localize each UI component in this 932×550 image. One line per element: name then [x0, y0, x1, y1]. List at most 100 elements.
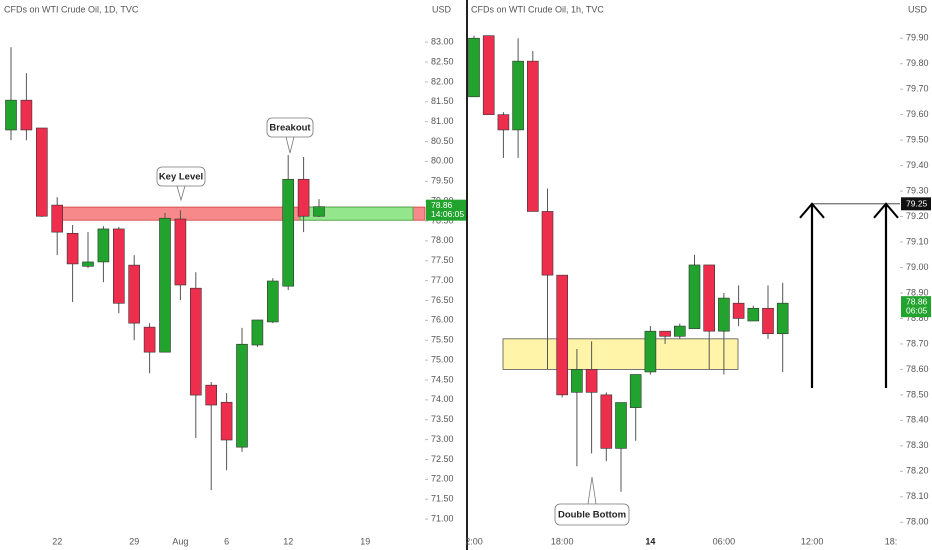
currency-label: USD [908, 4, 928, 14]
y-tick-label: 71.50 [431, 494, 454, 504]
x-tick-label: 2:00 [465, 536, 483, 546]
x-tick-label: 19 [360, 536, 370, 546]
candle-body [66, 233, 79, 265]
candle-body [159, 217, 171, 353]
x-tick-label: 22 [52, 536, 62, 546]
target-tag-label: 79.25 [906, 199, 928, 209]
x-tick-label: 6 [224, 536, 229, 546]
candle-body [5, 99, 17, 131]
candle-body [497, 114, 510, 131]
callout-pointer [587, 476, 597, 505]
candle-body [97, 228, 110, 263]
x-tick-label: 18:00 [551, 536, 574, 546]
candle-body [51, 204, 64, 233]
y-tick-label: 75.00 [431, 354, 454, 364]
y-tick-label: 79.00 [906, 262, 929, 272]
y-tick-label: 78.90 [906, 287, 929, 297]
candle-body [468, 37, 480, 98]
callout-box [156, 166, 206, 187]
y-tick-label: 78.70 [906, 338, 929, 348]
candle-body [541, 211, 554, 276]
y-tick-label: 78.30 [906, 440, 929, 450]
y-tick-label: 81.50 [431, 96, 454, 106]
candle-body [282, 178, 295, 287]
y-tick-label: 78.00 [906, 517, 929, 527]
candle-body [673, 325, 686, 337]
chart-title: CFDs on WTI Crude Oil, 1h, TVC [471, 4, 604, 14]
y-tick-label: 81.00 [431, 116, 454, 126]
y-tick-label: 74.00 [431, 394, 454, 404]
y-tick-label: 78.20 [906, 466, 929, 476]
price-tag [426, 199, 466, 221]
price-tag-countdown: 06:05 [906, 305, 928, 315]
candle-body [220, 401, 233, 441]
callout-box [266, 117, 314, 138]
y-tick-label: 76.50 [431, 295, 454, 305]
candle-body [113, 228, 125, 304]
y-tick-label: 73.50 [431, 414, 454, 424]
candle-body [776, 302, 789, 335]
callout-pointer [285, 136, 295, 154]
candle-body [526, 60, 539, 212]
y-tick-label: 80.50 [431, 136, 454, 146]
x-tick-label: 18: [885, 536, 898, 546]
y-tick-label: 78.10 [906, 491, 929, 501]
y-tick-label: 79.10 [906, 236, 929, 246]
candle-body [615, 402, 627, 449]
y-tick-label: 72.00 [431, 474, 454, 484]
candle-body [732, 302, 745, 319]
chart-title: CFDs on WTI Crude Oil, 1D, TVC [4, 4, 139, 14]
arrow-head [873, 202, 899, 219]
candle-body [313, 206, 325, 217]
x-tick-label: 29 [129, 536, 139, 546]
candle-body [82, 261, 94, 267]
candle-body [266, 280, 279, 323]
candle-body [205, 384, 217, 406]
candle-body [190, 287, 202, 396]
y-tick-label: 71.00 [431, 513, 454, 523]
candle-body [20, 99, 33, 131]
callout-text: Double Bottom [558, 510, 626, 521]
currency-label: USD [432, 4, 452, 14]
candle-body [747, 307, 760, 322]
y-tick-label: 79.50 [906, 134, 929, 144]
candle-body [703, 264, 716, 332]
candle-body [128, 264, 140, 324]
candle-body [251, 319, 264, 346]
y-tick-label: 78.80 [906, 313, 929, 323]
y-tick-label: 72.50 [431, 454, 454, 464]
y-tick-label: 77.00 [431, 275, 454, 285]
y-tick-label: 80.00 [431, 156, 454, 166]
zone [502, 338, 739, 370]
y-tick-label: 73.00 [431, 434, 454, 444]
y-tick-label: 78.00 [431, 235, 454, 245]
y-tick-label: 82.50 [431, 56, 454, 66]
y-tick-label: 79.90 [906, 33, 929, 43]
y-tick-label: 79.70 [906, 84, 929, 94]
candle-body [236, 343, 248, 448]
candle-body [644, 330, 657, 373]
x-tick-label: 12:00 [801, 536, 824, 546]
candle-body [556, 274, 569, 396]
y-tick-label: 82.00 [431, 76, 454, 86]
callout-pointer [176, 185, 186, 202]
x-tick-label: Aug [172, 536, 188, 546]
candle-body [143, 326, 156, 353]
candle-body [512, 60, 524, 131]
y-tick-label: 74.50 [431, 374, 454, 384]
candle-body [762, 307, 774, 335]
price-tag-value: 78.86 [906, 296, 928, 306]
y-tick-label: 79.20 [906, 211, 929, 221]
callout-box [554, 503, 630, 526]
y-tick-label: 79.50 [431, 176, 454, 186]
price-tag [901, 296, 931, 318]
price-tag-value: 78.86 [431, 200, 453, 210]
y-tick-label: 75.50 [431, 335, 454, 345]
y-tick-label: 77.50 [431, 255, 454, 265]
y-tick-label: 79.60 [906, 109, 929, 119]
y-tick-label: 79.80 [906, 58, 929, 68]
candle-body [585, 369, 598, 393]
candle-body [35, 127, 48, 217]
target-tag [901, 197, 931, 211]
